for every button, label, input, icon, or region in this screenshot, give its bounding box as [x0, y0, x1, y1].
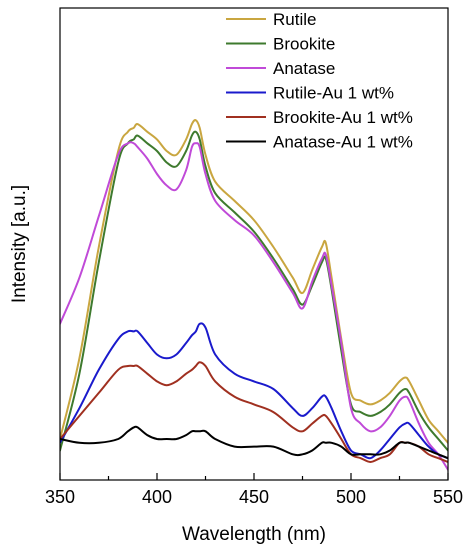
- series-line-3: [60, 141, 448, 471]
- legend-label: Anatase: [273, 59, 335, 78]
- legend-label: Rutile-Au 1 wt%: [273, 84, 394, 103]
- legend-label: Anatase-Au 1 wt%: [273, 133, 413, 152]
- x-axis: 350 400 450 500 550: [45, 473, 463, 507]
- plot-area: [60, 119, 448, 471]
- legend: Rutile Brookite Anatase Rutile-Au 1 wt% Broo…: [226, 10, 413, 152]
- x-tick-label: 550: [433, 487, 463, 507]
- series-line-4: [60, 322, 448, 460]
- series-line-2: [60, 130, 448, 452]
- series-line-6: [60, 425, 448, 460]
- legend-label: Brookite: [273, 35, 335, 54]
- x-tick-label: 400: [142, 487, 172, 507]
- x-tick-label: 350: [45, 487, 75, 507]
- plot-frame: [59, 7, 449, 481]
- x-tick-label: 450: [239, 487, 269, 507]
- legend-label: Brookite-Au 1 wt%: [273, 108, 413, 127]
- x-tick-label: 500: [336, 487, 366, 507]
- y-axis-title: Intensity [a.u.]: [9, 185, 30, 303]
- x-axis-title: Wavelength (nm): [182, 524, 326, 545]
- series-line-1: [60, 119, 448, 444]
- legend-label: Rutile: [273, 10, 316, 29]
